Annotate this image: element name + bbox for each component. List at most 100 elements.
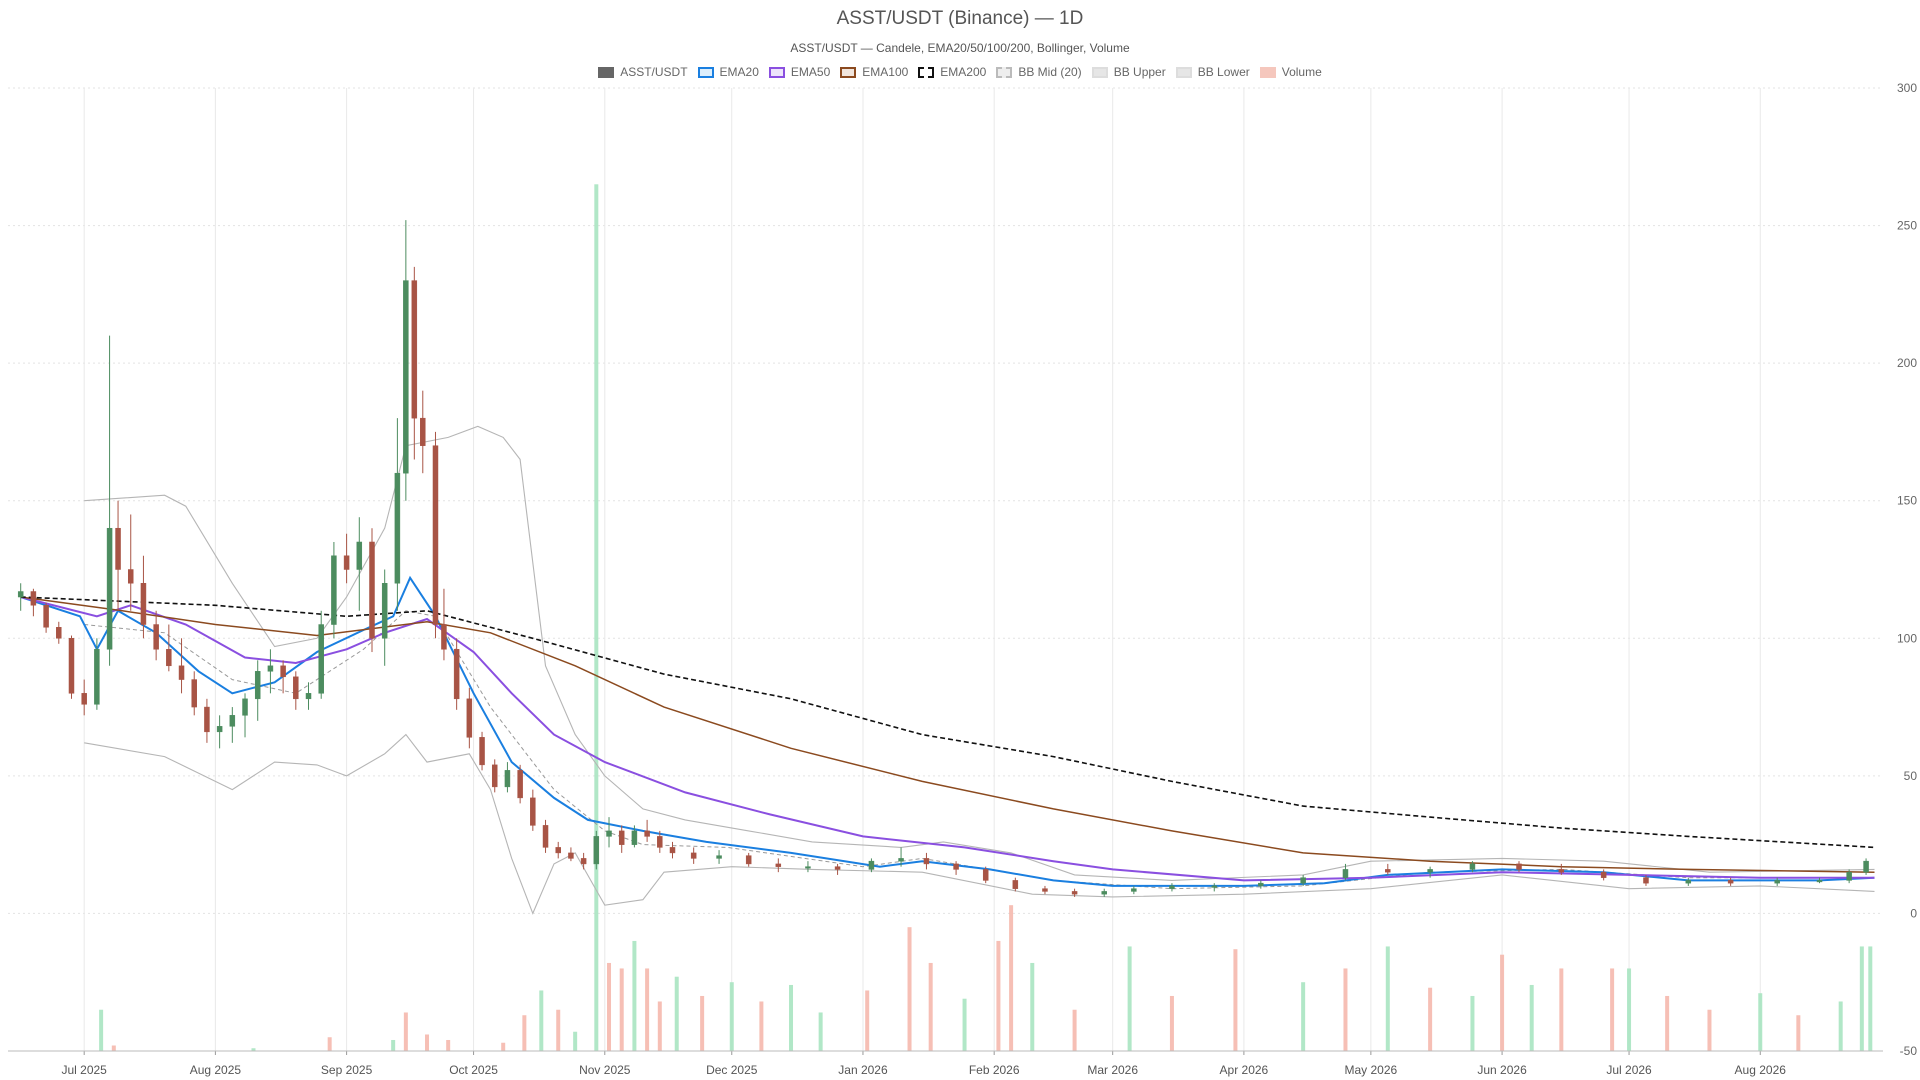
- candle-body: [1558, 869, 1565, 873]
- candle-body: [1012, 880, 1019, 889]
- volume-bar: [619, 968, 624, 1051]
- x-tick-label: Jul 2025: [61, 1063, 107, 1077]
- candle-body: [669, 847, 676, 854]
- legend-label: EMA200: [940, 65, 987, 79]
- candle-body: [115, 527, 121, 570]
- volume-bar: [1428, 987, 1433, 1051]
- chart-subtitle: ASST/USDT — Candele, EMA20/50/100/200, B…: [790, 41, 1130, 55]
- candle-body: [1727, 880, 1734, 884]
- candle-body: [517, 770, 523, 799]
- candle-body: [166, 649, 172, 667]
- candle-body: [318, 624, 324, 694]
- volume-bar: [657, 1001, 662, 1051]
- volume-bar: [700, 995, 705, 1051]
- volume-bar: [1627, 968, 1632, 1051]
- volume-bar: [865, 990, 870, 1051]
- volume-bar: [928, 962, 933, 1051]
- y-tick-label: -50: [1900, 1044, 1918, 1058]
- volume-bar: [446, 1039, 451, 1051]
- legend-item[interactable]: ASST/USDT: [598, 65, 688, 79]
- volume-bar: [1707, 1009, 1712, 1051]
- candle-body: [657, 836, 663, 848]
- candle-body: [504, 770, 511, 788]
- candle-body: [43, 605, 49, 628]
- x-tick-label: Apr 2026: [1220, 1063, 1269, 1077]
- volume-bar: [1127, 946, 1132, 1051]
- candle-body: [293, 676, 299, 700]
- chart-legend: ASST/USDT EMA20 EMA50 EMA100 EMA200 BB Mid (2…: [0, 64, 1920, 80]
- volume-bar: [1610, 968, 1615, 1051]
- volume-bar: [1500, 954, 1505, 1051]
- candle-body: [618, 830, 625, 845]
- candle-body: [542, 825, 549, 848]
- volume-bar: [1838, 1001, 1843, 1051]
- y-tick-label: 150: [1897, 494, 1917, 508]
- legend-swatch: [918, 66, 935, 78]
- x-tick-label: Aug 2025: [190, 1063, 242, 1077]
- volume-bars: [99, 184, 1873, 1052]
- bollinger-bands: [84, 425, 1875, 915]
- candle-body: [644, 830, 650, 837]
- candle-body: [1685, 880, 1692, 884]
- volume-bar: [391, 1039, 396, 1051]
- volume-bar: [1169, 995, 1174, 1051]
- candle-body: [441, 624, 447, 650]
- legend-item[interactable]: BB Upper: [1091, 65, 1166, 79]
- volume-bar: [594, 184, 599, 1052]
- x-tick-label: May 2026: [1345, 1063, 1398, 1077]
- candle-body: [1131, 888, 1137, 892]
- candle-body: [453, 649, 460, 700]
- candle-body: [153, 624, 159, 650]
- legend-item[interactable]: BB Lower: [1175, 65, 1250, 79]
- legend-swatch: [697, 66, 714, 78]
- legend-item[interactable]: BB Mid (20): [996, 65, 1082, 79]
- y-tick-label: 100: [1897, 631, 1917, 645]
- candle-body: [466, 698, 473, 738]
- candle-body: [17, 591, 24, 598]
- volume-bar: [789, 984, 794, 1051]
- candle-body: [81, 693, 87, 705]
- candle-body: [568, 852, 574, 859]
- volume-bar: [1470, 995, 1475, 1051]
- candle-body: [280, 665, 286, 678]
- candle-body: [953, 863, 959, 870]
- x-tick-label: Aug 2026: [1735, 1063, 1787, 1077]
- x-tick-label: Jul 2026: [1606, 1063, 1652, 1077]
- candle-body: [834, 866, 841, 870]
- candle-body: [1863, 860, 1869, 873]
- candle-body: [229, 715, 236, 727]
- candle-body: [356, 541, 363, 570]
- grid-lines: [8, 87, 1883, 1052]
- volume-bar: [1030, 962, 1035, 1051]
- chart-title: ASST/USDT (Binance) — 1D: [836, 8, 1084, 29]
- legend-item[interactable]: Volume: [1259, 65, 1322, 79]
- volume-bar: [501, 1042, 506, 1051]
- ema-lines: [20, 575, 1875, 887]
- x-tick-label: Dec 2025: [706, 1063, 758, 1077]
- candle-body: [923, 858, 930, 865]
- candle-body: [868, 860, 875, 870]
- legend-item[interactable]: EMA20: [697, 65, 759, 79]
- volume-bar: [1559, 968, 1564, 1051]
- volume-bar: [1859, 946, 1864, 1051]
- candles: [17, 220, 1869, 897]
- volume-bar: [556, 1009, 561, 1051]
- legend-item[interactable]: EMA100: [840, 65, 908, 79]
- candle-body: [1071, 891, 1078, 895]
- x-tick-label: Jan 2026: [838, 1063, 888, 1077]
- candle-body: [68, 638, 75, 694]
- legend-item[interactable]: EMA50: [768, 65, 830, 79]
- legend-swatch: [996, 66, 1013, 78]
- candle-body: [690, 852, 697, 859]
- volume-bar: [403, 1012, 408, 1051]
- legend-swatch: [768, 66, 785, 78]
- legend-label: Volume: [1281, 65, 1322, 79]
- candle-body: [1846, 871, 1852, 881]
- volume-bar: [251, 1048, 256, 1051]
- volume-bar: [99, 1009, 104, 1051]
- candle-body: [394, 472, 401, 584]
- ema100line: [20, 596, 1875, 873]
- candle-body: [1042, 888, 1048, 892]
- candle-body: [178, 665, 185, 680]
- legend-item[interactable]: EMA200: [918, 65, 986, 79]
